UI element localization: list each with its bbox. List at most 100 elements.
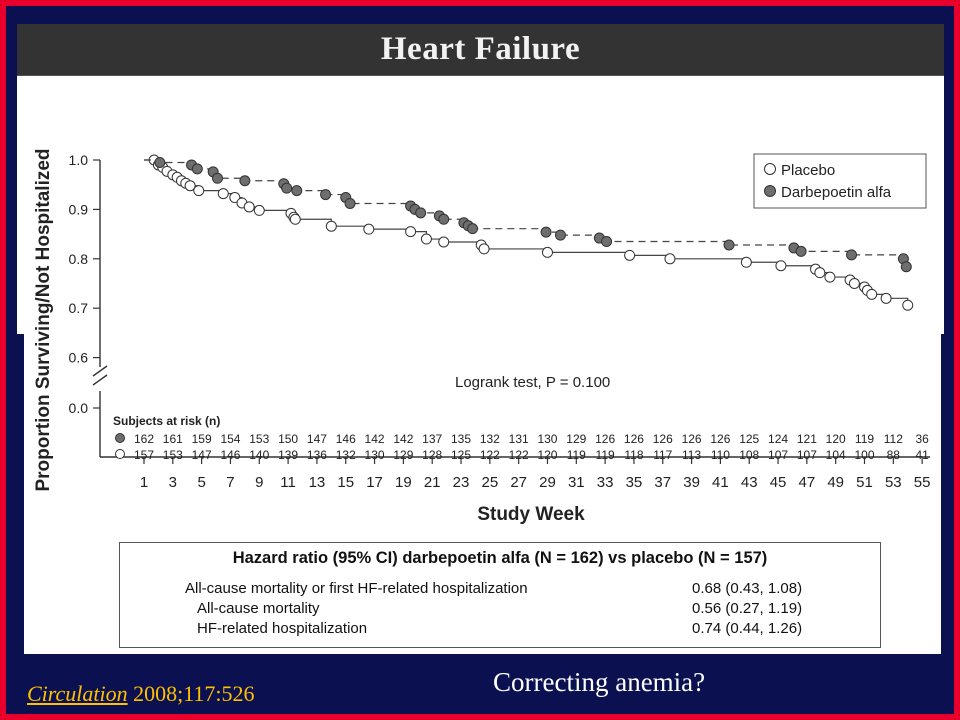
at-risk-count: 162	[134, 432, 154, 446]
at-risk-count: 130	[537, 432, 557, 446]
x-tick-label: 15	[337, 474, 354, 491]
citation-journal-link[interactable]: Circulation	[27, 681, 128, 706]
km-censor-point	[866, 288, 878, 300]
km-censor-point	[795, 245, 807, 257]
x-tick-label: 7	[226, 474, 234, 491]
hazard-ratio-title: Hazard ratio (95% CI) darbepoetin alfa (…	[232, 549, 768, 567]
km-censor-point	[363, 223, 375, 235]
x-tick-label: 49	[827, 474, 844, 491]
km-censor-point	[848, 278, 860, 289]
km-censor-point	[211, 172, 223, 184]
km-censor-point	[902, 299, 914, 311]
chart-legend: Placebo Darbepoetin alfa	[753, 153, 927, 209]
km-censor-point	[405, 226, 417, 238]
hazard-row-label: All-cause mortality or first HF-related …	[185, 580, 528, 597]
at-risk-count: 159	[192, 432, 212, 446]
km-censor-point	[420, 233, 432, 245]
at-risk-count: 118	[624, 448, 643, 462]
at-risk-count: 147	[307, 432, 327, 446]
at-risk-count: 126	[595, 432, 615, 446]
km-censor-point	[243, 201, 255, 213]
x-tick-label: 11	[280, 474, 296, 491]
at-risk-count: 113	[682, 448, 701, 462]
at-risk-marker-darbepoetin	[115, 433, 125, 443]
at-risk-count: 88	[887, 448, 901, 462]
at-risk-count: 107	[768, 448, 788, 462]
hazard-ratio-box: Hazard ratio (95% CI) darbepoetin alfa (…	[119, 542, 881, 648]
at-risk-count: 131	[509, 432, 529, 446]
km-censor-point	[775, 260, 787, 272]
km-censor-point	[253, 204, 265, 216]
x-tick-label: 29	[539, 474, 556, 491]
at-risk-count: 128	[422, 448, 442, 462]
at-risk-count: 130	[365, 448, 385, 462]
km-censor-point	[541, 246, 553, 258]
at-risk-count: 125	[739, 432, 759, 446]
km-censor-point	[291, 185, 303, 197]
hazard-row-value: 0.74 (0.44, 1.26)	[692, 620, 803, 637]
at-risk-count: 154	[220, 432, 240, 446]
at-risk-count: 120	[826, 432, 846, 446]
km-censor-point	[229, 192, 241, 204]
km-censor-point	[880, 292, 892, 304]
citation-details: 2008;117:526	[127, 681, 255, 706]
x-tick-label: 13	[309, 474, 326, 491]
at-risk-count: 147	[192, 448, 212, 462]
x-tick-label: 9	[255, 474, 263, 491]
x-tick-label: 31	[568, 474, 585, 491]
x-tick-label: 33	[597, 474, 614, 491]
km-censor-point	[846, 249, 858, 261]
hazard-row-value: 0.56 (0.27, 1.19)	[692, 600, 803, 617]
x-tick-label: 23	[453, 474, 470, 491]
km-censor-point	[540, 226, 552, 238]
at-risk-count: 104	[826, 448, 846, 462]
legend-box	[753, 153, 927, 209]
hazard-row-value: 0.68 (0.43, 1.08)	[692, 580, 803, 597]
at-risk-count: 153	[249, 432, 269, 446]
legend-marker-placebo	[764, 163, 776, 175]
km-censor-point	[281, 182, 293, 194]
at-risk-title: Subjects at risk (n)	[113, 414, 220, 428]
x-tick-label: 17	[366, 474, 383, 491]
legend-label: Placebo	[781, 162, 835, 179]
x-tick-label: 55	[914, 474, 931, 491]
km-censor-point	[478, 243, 490, 255]
at-risk-count: 142	[393, 432, 413, 446]
km-censor-point	[325, 220, 337, 232]
km-censor-point	[740, 256, 752, 268]
x-tick-label: 21	[424, 474, 441, 491]
at-risk-count: 132	[480, 432, 500, 446]
at-risk-count: 122	[509, 448, 529, 462]
at-risk-count: 137	[422, 432, 442, 446]
x-tick-label: 25	[481, 474, 498, 491]
y-tick-label: 1.0	[69, 152, 89, 168]
at-risk-count: 146	[336, 432, 356, 446]
hazard-row-label: All-cause mortality	[197, 600, 320, 617]
at-risk-count: 124	[768, 432, 788, 446]
hazard-row: HF-related hospitalization 0.74 (0.44, 1…	[120, 620, 880, 640]
at-risk-table: Subjects at risk (n) 162 161 159 154 153 150 14…	[113, 414, 929, 462]
x-tick-label: 27	[510, 474, 527, 491]
at-risk-count: 157	[134, 448, 154, 462]
km-censor-point	[601, 236, 613, 248]
x-tick-label: 53	[885, 474, 902, 491]
km-censor-point	[193, 185, 205, 197]
y-tick-label: 0.6	[69, 350, 89, 366]
x-axis-label: Study Week	[477, 504, 585, 525]
at-risk-count: 126	[682, 432, 702, 446]
at-risk-count: 142	[365, 432, 385, 446]
citation[interactable]: Circulation 2008;117:526	[27, 681, 255, 707]
slide-title: Heart Failure	[380, 31, 581, 67]
km-censor-point	[554, 229, 566, 241]
at-risk-marker-placebo	[115, 449, 125, 459]
at-risk-count: 119	[567, 448, 586, 462]
km-censor-point	[467, 223, 479, 235]
km-censor-point	[184, 180, 196, 192]
y-tick-label: 0.0	[69, 400, 89, 416]
y-tick-label: 0.8	[69, 251, 89, 267]
km-censor-point	[438, 213, 450, 225]
km-censor-point	[900, 261, 912, 273]
km-censor-point	[814, 267, 826, 279]
x-tick-label: 43	[741, 474, 758, 491]
